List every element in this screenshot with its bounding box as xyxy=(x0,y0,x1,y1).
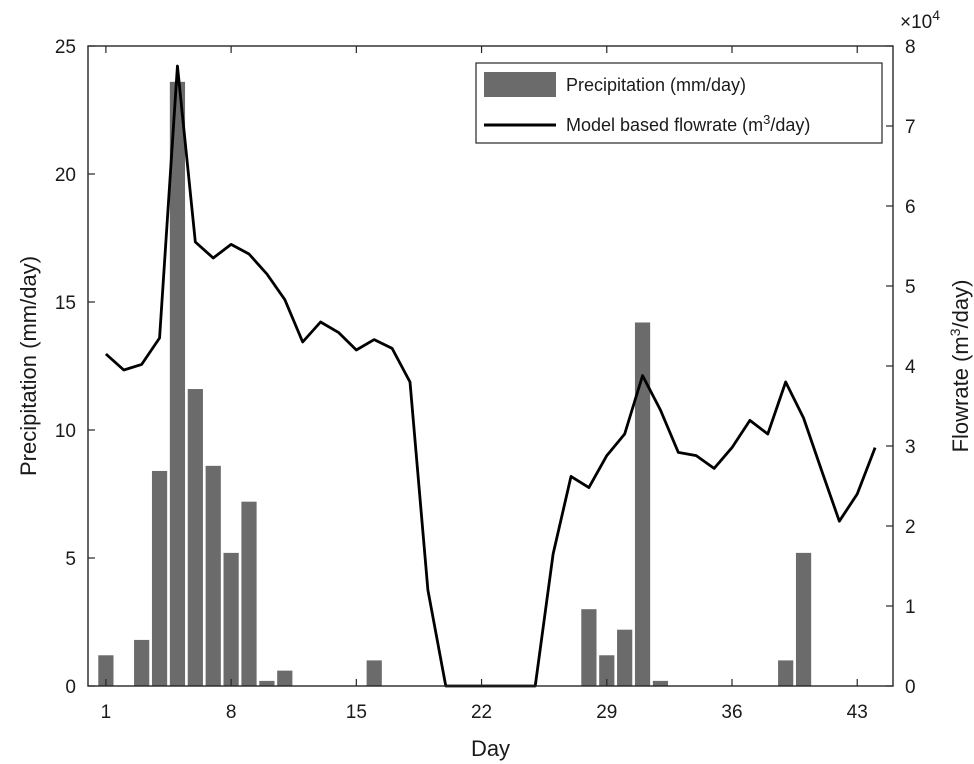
y2-tick-label: 1 xyxy=(905,597,916,618)
x-tick-label: 15 xyxy=(346,702,367,723)
precip-bar xyxy=(617,629,633,686)
precip-bar xyxy=(277,670,293,686)
legend-line-label: Model based flowrate (m3/day) xyxy=(566,112,810,135)
precip-bar xyxy=(98,655,114,686)
x-tick-label: 36 xyxy=(721,702,742,723)
precip-bar xyxy=(778,660,794,686)
y2-tick-label: 6 xyxy=(905,197,916,218)
precip-bar xyxy=(581,609,597,686)
y-tick-label: 15 xyxy=(55,293,76,314)
precip-bar xyxy=(366,660,382,686)
x-tick-label: 22 xyxy=(471,702,492,723)
precip-bar xyxy=(223,552,239,686)
x-axis-label: Day xyxy=(471,736,510,761)
precip-bar xyxy=(134,639,150,686)
legend-bar-label: Precipitation (mm/day) xyxy=(566,75,746,95)
precip-bar xyxy=(241,501,257,686)
precip-bar xyxy=(599,655,615,686)
y2-tick-label: 5 xyxy=(905,277,916,298)
y2-axis-multiplier: ×104 xyxy=(900,7,940,33)
y-tick-label: 0 xyxy=(65,677,76,698)
y2-tick-label: 2 xyxy=(905,517,916,538)
precip-bar xyxy=(151,470,168,686)
legend-bar-swatch xyxy=(484,72,556,97)
y-tick-label: 20 xyxy=(55,165,76,186)
y-tick-label: 5 xyxy=(65,549,76,570)
y2-tick-label: 4 xyxy=(905,357,916,378)
precip-bar xyxy=(652,680,669,686)
y-tick-label: 25 xyxy=(55,37,76,58)
y2-tick-label: 0 xyxy=(905,677,916,698)
axis-ticks: 1 8 15 22 29 36 43 0 5 10 15 20 25 0 1 2 3 4 5 6 7 8 xyxy=(55,37,916,723)
precip-bar xyxy=(169,81,186,687)
y2-axis-label: Flowrate (m3/day) xyxy=(947,280,973,453)
precip-bar xyxy=(259,680,275,686)
y-axis-label: Precipitation (mm/day) xyxy=(16,256,41,476)
x-tick-label: 29 xyxy=(596,702,617,723)
y2-tick-label: 8 xyxy=(905,37,916,58)
precip-bar xyxy=(187,389,203,686)
precip-bar xyxy=(634,322,651,686)
y-tick-label: 10 xyxy=(55,421,76,442)
precip-bar xyxy=(795,552,812,686)
x-tick-label: 8 xyxy=(226,702,237,723)
x-tick-label: 43 xyxy=(847,702,868,723)
precipitation-bars xyxy=(98,81,812,687)
y2-tick-label: 7 xyxy=(905,117,916,138)
plot-area xyxy=(88,46,893,686)
x-tick-label: 1 xyxy=(101,702,112,723)
y2-tick-label: 3 xyxy=(905,437,916,458)
precip-bar xyxy=(205,465,221,686)
legend: Precipitation (mm/day) Model based flowr… xyxy=(475,62,883,144)
